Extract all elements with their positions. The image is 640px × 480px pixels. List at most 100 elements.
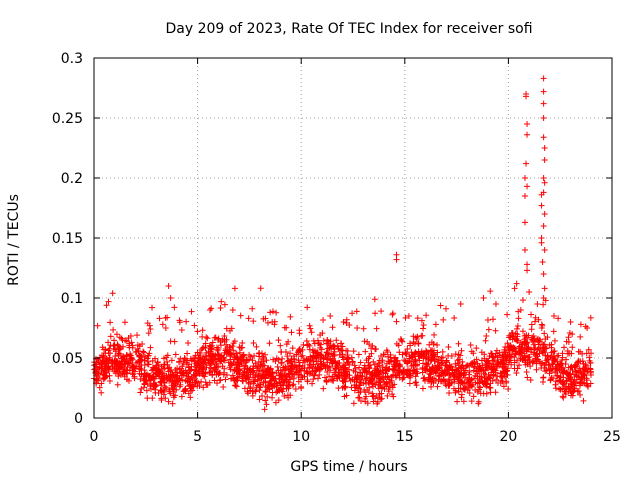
data-point	[231, 285, 238, 292]
data-point	[205, 348, 212, 355]
data-point	[262, 378, 269, 385]
data-point	[176, 317, 183, 324]
data-point	[349, 310, 356, 317]
y-tick-label: 0	[74, 411, 83, 427]
data-point	[586, 354, 593, 361]
data-point	[196, 364, 203, 371]
data-point	[194, 328, 201, 335]
data-point	[379, 357, 386, 364]
data-point	[425, 376, 432, 383]
data-point	[264, 319, 271, 326]
data-point	[263, 401, 270, 408]
data-point	[423, 312, 430, 319]
data-point	[440, 376, 447, 383]
data-point	[438, 367, 445, 374]
data-point	[277, 382, 284, 389]
data-point	[179, 370, 186, 377]
data-point	[292, 368, 299, 375]
data-point	[473, 356, 480, 363]
data-point	[290, 352, 297, 359]
data-point	[359, 372, 366, 379]
data-point	[202, 353, 209, 360]
data-point	[284, 353, 291, 360]
data-point	[226, 346, 233, 353]
data-point	[171, 304, 178, 311]
data-point	[519, 297, 526, 304]
data-point	[541, 145, 548, 151]
data-point	[192, 379, 199, 386]
data-point	[230, 340, 237, 347]
data-point	[350, 400, 357, 407]
data-point	[178, 326, 185, 333]
data-point	[259, 392, 266, 399]
data-point	[577, 321, 584, 328]
data-point	[562, 390, 569, 397]
data-point	[233, 367, 240, 374]
x-tick-label: 20	[499, 429, 517, 445]
data-point	[253, 384, 260, 391]
data-point	[171, 386, 178, 393]
data-point	[120, 353, 127, 360]
data-point	[428, 383, 435, 390]
data-point	[304, 369, 311, 376]
data-point	[577, 368, 584, 375]
data-point	[138, 362, 145, 369]
data-point	[549, 363, 556, 370]
data-point	[265, 372, 272, 379]
data-point	[431, 355, 438, 362]
data-point	[420, 325, 427, 332]
data-point	[541, 341, 548, 348]
data-point	[395, 342, 402, 349]
data-point	[574, 388, 581, 395]
data-point	[418, 350, 425, 357]
data-point	[320, 385, 327, 392]
data-point	[551, 337, 558, 344]
data-point	[493, 376, 500, 383]
data-point	[412, 373, 419, 380]
data-point	[534, 301, 541, 307]
data-point	[296, 367, 303, 374]
data-point	[407, 374, 414, 381]
data-point	[379, 364, 386, 371]
data-point	[199, 327, 206, 334]
data-point	[410, 339, 417, 346]
data-point	[538, 239, 545, 246]
data-point	[473, 345, 480, 352]
data-point	[376, 379, 383, 386]
data-point	[356, 394, 363, 401]
data-point	[334, 360, 341, 367]
data-point	[565, 383, 572, 390]
data-point	[143, 371, 150, 378]
data-point	[427, 367, 434, 374]
data-point	[310, 361, 317, 368]
data-point	[315, 364, 322, 371]
data-point	[333, 337, 340, 344]
data-point	[504, 311, 511, 318]
data-point	[557, 373, 564, 380]
data-point	[200, 359, 207, 366]
data-point	[524, 131, 531, 138]
data-point	[521, 354, 528, 361]
data-point	[561, 388, 568, 395]
data-point	[307, 325, 314, 332]
data-point	[136, 366, 143, 373]
data-point	[513, 335, 520, 342]
data-point	[519, 350, 526, 357]
data-point	[533, 366, 540, 373]
data-point	[561, 344, 568, 351]
data-point	[339, 343, 346, 350]
data-point	[325, 351, 332, 358]
data-point	[288, 329, 295, 336]
data-point	[434, 342, 441, 349]
data-point	[480, 390, 487, 397]
data-point	[313, 352, 320, 359]
data-point	[324, 363, 331, 370]
data-point	[228, 375, 235, 382]
data-point	[573, 372, 580, 379]
data-point	[281, 372, 288, 379]
data-point	[320, 317, 327, 324]
data-point	[521, 247, 528, 253]
data-point	[556, 362, 563, 369]
data-point	[556, 386, 563, 393]
data-point	[279, 355, 286, 362]
